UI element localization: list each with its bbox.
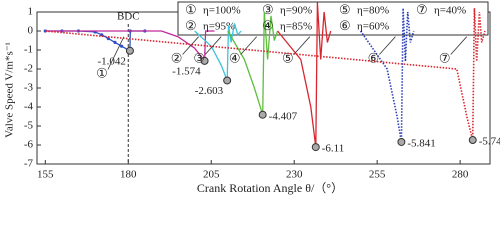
min-label: -1.574	[172, 65, 201, 77]
y-tick-label: -7	[24, 158, 34, 170]
y-tick-label: -4	[24, 101, 34, 113]
callout-arrow	[379, 36, 396, 55]
legend-symbol: ①	[185, 2, 197, 17]
min-label: -5.74	[479, 136, 500, 148]
y-axis-title: Valve Speed V/m*s⁻¹	[4, 42, 16, 138]
series-line	[227, 11, 279, 115]
min-label: -4.407	[269, 110, 298, 122]
min-marker	[397, 137, 406, 146]
series-line	[194, 23, 242, 81]
min-marker	[223, 76, 232, 85]
legend-symbol: ②	[185, 18, 197, 33]
legend-label: η=40%	[434, 5, 466, 17]
y-tick-label: -1	[24, 44, 33, 56]
annotation: BDC	[117, 11, 140, 23]
callout-arrow	[107, 36, 125, 70]
callout-label: ⑦	[439, 50, 451, 65]
x-tick-label: 255	[369, 169, 386, 181]
point	[120, 44, 124, 48]
callout-label: ③	[193, 50, 205, 65]
min-label: -2.603	[195, 85, 224, 97]
callout-arrow	[182, 36, 199, 55]
legend-label: η=95%	[203, 21, 235, 33]
callout-label: ④	[229, 50, 241, 65]
y-tick-label: -2	[24, 63, 33, 75]
chart: Crank Rotation Angle θ/（°） Valve Speed V…	[4, 1, 500, 195]
callout-label: ②	[171, 50, 183, 65]
callout-label: ⑥	[368, 50, 380, 65]
x-tick-label: 155	[37, 169, 54, 181]
min-marker	[468, 136, 477, 145]
legend-symbol: ③	[262, 2, 274, 17]
legend-label: η=60%	[357, 21, 389, 33]
x-axis-title: Crank Rotation Angle θ/（°）	[197, 181, 343, 195]
callout-arrow	[450, 36, 468, 55]
y-tick-label: -6	[24, 139, 34, 151]
x-tick-label: 180	[120, 169, 137, 181]
callout-label: ⑤	[282, 50, 294, 65]
callout-arrow	[293, 36, 311, 55]
legend-label: η=100%	[203, 5, 241, 17]
callout-arrow	[204, 36, 222, 55]
legend-label: η=85%	[280, 21, 312, 33]
series-line	[45, 8, 486, 141]
x-tick-label: 205	[203, 169, 220, 181]
legend-symbol: ④	[262, 18, 274, 33]
legend-symbol: ⑤	[339, 2, 351, 17]
callout-arrow	[240, 36, 257, 55]
y-tick-label: 1	[28, 6, 34, 18]
legend-symbol: ⑦	[416, 2, 428, 17]
series-line	[45, 30, 215, 63]
series-line	[277, 2, 332, 148]
y-tick-label: 0	[28, 25, 34, 37]
legend-label: η=80%	[357, 5, 389, 17]
x-tick-label: 230	[286, 169, 303, 181]
legend-symbol: ⑥	[339, 18, 351, 33]
min-marker	[311, 143, 320, 152]
y-tick-label: -5	[24, 120, 34, 132]
y-tick-label: -3	[24, 82, 34, 94]
min-label: -5.841	[407, 138, 435, 150]
x-tick-label: 280	[452, 169, 469, 181]
min-marker	[125, 46, 134, 55]
callout-label: ①	[96, 65, 108, 80]
legend-label: η=90%	[280, 5, 312, 17]
min-label: -6.11	[322, 143, 345, 155]
min-marker	[200, 56, 209, 65]
point	[113, 40, 117, 45]
min-marker	[258, 110, 267, 119]
point	[106, 37, 110, 41]
